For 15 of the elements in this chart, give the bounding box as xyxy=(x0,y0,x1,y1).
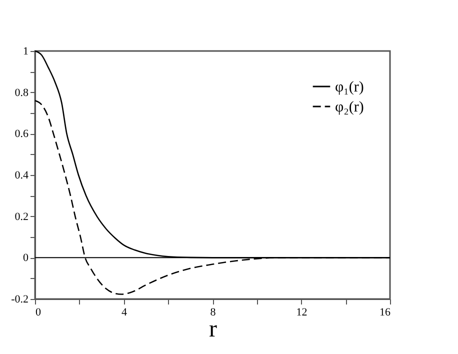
y-tick-label: 0.8 xyxy=(14,86,29,99)
y-tick-label: 0.4 xyxy=(14,170,29,182)
y-tick-label: 1 xyxy=(23,46,28,58)
y-tick-label: -0.2 xyxy=(11,294,28,306)
y-tick-label: 0.6 xyxy=(14,128,29,140)
y-tick-label: 0 xyxy=(23,252,29,264)
x-tick-label: 0 xyxy=(36,306,42,318)
x-tick-label: 8 xyxy=(210,306,216,318)
legend-label: φ₂(r) xyxy=(335,100,364,116)
y-tick-label: 0.2 xyxy=(14,210,28,223)
x-axis-title: r xyxy=(209,316,217,342)
x-tick-label: 16 xyxy=(380,306,391,318)
x-tick-label: 4 xyxy=(122,306,128,318)
legend-label: φ₁(r) xyxy=(335,80,364,96)
x-tick-label: 12 xyxy=(296,306,308,318)
